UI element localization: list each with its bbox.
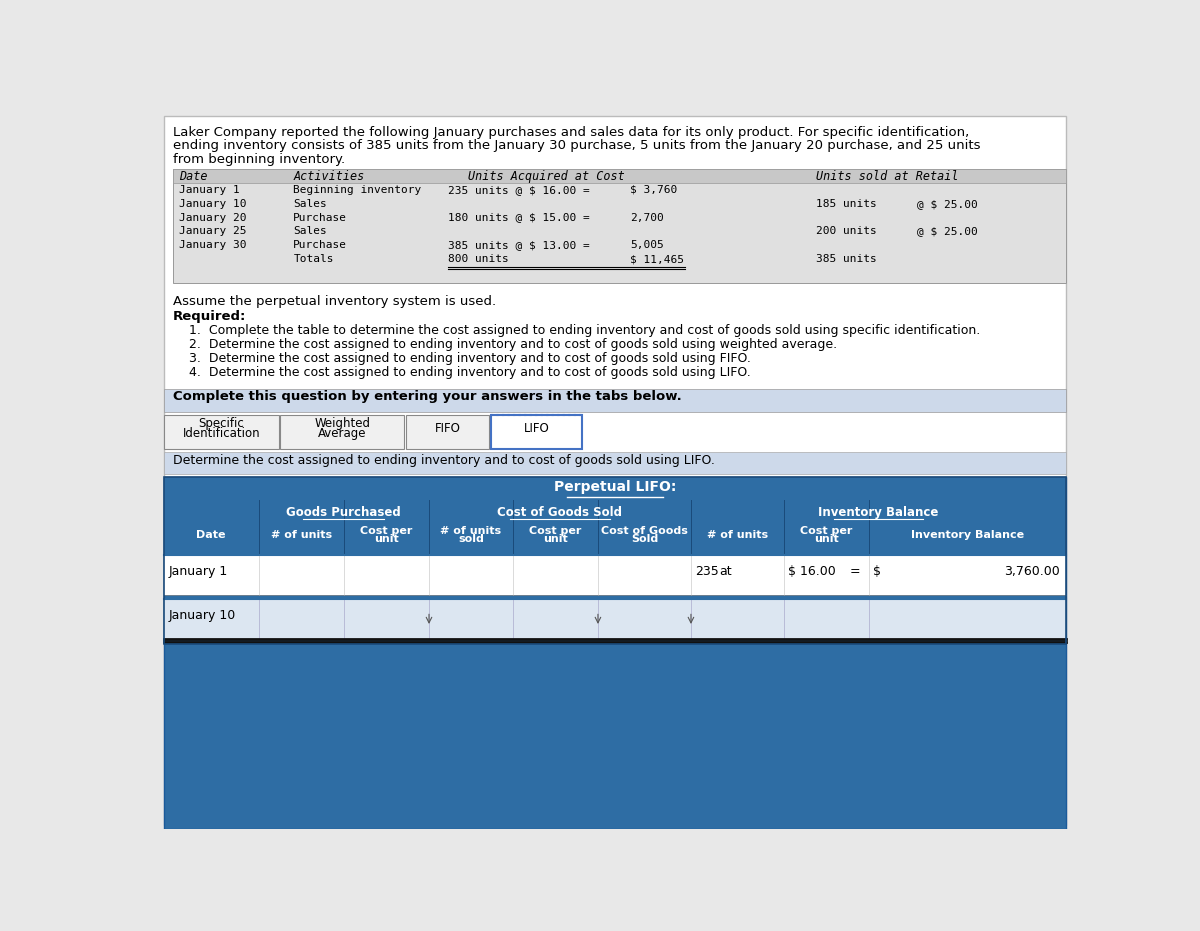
Text: Purchase: Purchase (293, 240, 347, 250)
Bar (164, 389, 1066, 412)
Text: Sales: Sales (293, 226, 328, 236)
Text: Identification: Identification (182, 427, 260, 440)
Text: Totals: Totals (293, 254, 334, 264)
Text: Units Acquired at Cost: Units Acquired at Cost (468, 170, 624, 183)
Text: 4.  Determine the cost assigned to ending inventory and to cost of goods sold us: 4. Determine the cost assigned to ending… (188, 366, 750, 379)
Text: FIFO: FIFO (434, 423, 461, 436)
Text: Activities: Activities (293, 170, 365, 183)
Bar (164, 500, 1066, 521)
Text: Specific: Specific (198, 417, 244, 430)
Text: ending inventory consists of 385 units from the January 30 purchase, 5 units fro: ending inventory consists of 385 units f… (173, 140, 980, 153)
Text: Date: Date (180, 170, 208, 183)
Text: January 10: January 10 (180, 198, 247, 209)
Text: January 1: January 1 (168, 565, 228, 578)
Text: Beginning inventory: Beginning inventory (293, 185, 421, 195)
Bar (164, 477, 1066, 500)
Text: Goods Purchased: Goods Purchased (287, 506, 401, 519)
Text: Determine the cost assigned to ending inventory and to cost of goods sold using : Determine the cost assigned to ending in… (173, 453, 715, 466)
Text: Weighted: Weighted (314, 417, 371, 430)
Text: 200 units: 200 units (816, 226, 877, 236)
Text: Cost per: Cost per (800, 526, 853, 536)
Bar (164, 600, 1066, 640)
Text: Average: Average (318, 427, 366, 440)
Bar (164, 521, 1066, 555)
Text: January 30: January 30 (180, 240, 247, 250)
Text: 5,005: 5,005 (630, 240, 665, 250)
Text: January 25: January 25 (180, 226, 247, 236)
Text: Sales: Sales (293, 198, 328, 209)
Text: $ 11,465: $ 11,465 (630, 254, 684, 264)
Text: # of units: # of units (440, 526, 502, 536)
Text: January 1: January 1 (180, 185, 240, 195)
Text: 180 units @ $ 15.00 =: 180 units @ $ 15.00 = (449, 212, 590, 223)
Bar (164, 415, 278, 449)
Text: Cost per: Cost per (529, 526, 582, 536)
Text: $ 16.00: $ 16.00 (788, 565, 835, 578)
Text: January 10: January 10 (168, 609, 236, 622)
Text: January 20: January 20 (180, 212, 247, 223)
Text: Complete this question by entering your answers in the tabs below.: Complete this question by entering your … (173, 390, 682, 403)
Text: 235 units @ $ 16.00 =: 235 units @ $ 16.00 = (449, 185, 590, 195)
Bar (173, 169, 1066, 183)
Text: Cost per: Cost per (360, 526, 413, 536)
Text: Sold: Sold (631, 534, 658, 545)
Text: 2.  Determine the cost assigned to ending inventory and to cost of goods sold us: 2. Determine the cost assigned to ending… (188, 338, 836, 351)
Text: 1.  Complete the table to determine the cost assigned to ending inventory and co: 1. Complete the table to determine the c… (188, 324, 980, 337)
Text: =: = (850, 565, 860, 578)
Bar (173, 169, 1066, 283)
Text: Laker Company reported the following January purchases and sales data for its on: Laker Company reported the following Jan… (173, 126, 970, 139)
Text: LIFO: LIFO (524, 423, 550, 436)
Bar (281, 415, 404, 449)
Bar (164, 477, 1066, 829)
Bar (164, 555, 1066, 595)
Text: 3,760.00: 3,760.00 (1004, 565, 1060, 578)
Text: # of units: # of units (707, 531, 768, 540)
Text: 385 units @ $ 13.00 =: 385 units @ $ 13.00 = (449, 240, 590, 250)
Text: Date: Date (197, 531, 226, 540)
Text: Units sold at Retail: Units sold at Retail (816, 170, 959, 183)
Text: unit: unit (374, 534, 398, 545)
Text: Inventory Balance: Inventory Balance (818, 506, 938, 519)
Bar (406, 415, 490, 449)
Text: Purchase: Purchase (293, 212, 347, 223)
Text: Cost of Goods: Cost of Goods (601, 526, 688, 536)
Text: sold: sold (458, 534, 484, 545)
Text: @ $ 25.00: @ $ 25.00 (917, 198, 978, 209)
Text: # of units: # of units (270, 531, 331, 540)
Text: Inventory Balance: Inventory Balance (911, 531, 1024, 540)
Text: Perpetual LIFO:: Perpetual LIFO: (554, 479, 676, 493)
Text: 385 units: 385 units (816, 254, 877, 264)
Text: 2,700: 2,700 (630, 212, 665, 223)
Bar (164, 477, 1066, 644)
Bar (491, 415, 582, 449)
Text: from beginning inventory.: from beginning inventory. (173, 154, 346, 167)
Text: Cost of Goods Sold: Cost of Goods Sold (498, 506, 623, 519)
Text: $: $ (874, 565, 881, 578)
Text: unit: unit (815, 534, 839, 545)
Text: Required:: Required: (173, 310, 247, 323)
Text: @ $ 25.00: @ $ 25.00 (917, 226, 978, 236)
Bar (164, 452, 1066, 474)
Text: 185 units: 185 units (816, 198, 877, 209)
Text: unit: unit (542, 534, 568, 545)
Text: 235: 235 (696, 565, 719, 578)
Text: 3.  Determine the cost assigned to ending inventory and to cost of goods sold us: 3. Determine the cost assigned to ending… (188, 352, 751, 365)
Text: $ 3,760: $ 3,760 (630, 185, 678, 195)
Text: at: at (719, 565, 732, 578)
Text: 800 units: 800 units (449, 254, 509, 264)
Text: Assume the perpetual inventory system is used.: Assume the perpetual inventory system is… (173, 295, 497, 308)
